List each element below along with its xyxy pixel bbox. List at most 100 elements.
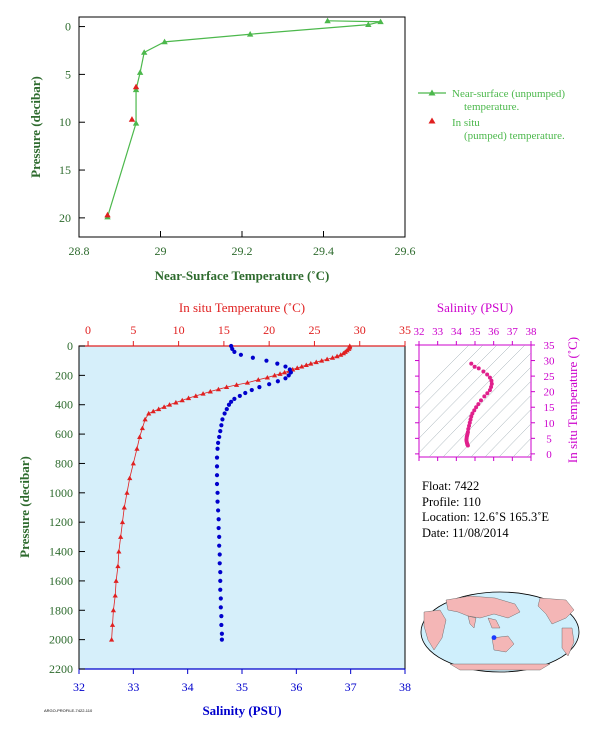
ns-x-tick-label: 29.6 (395, 244, 416, 258)
temperature-point (334, 353, 340, 359)
temperature-point (119, 519, 126, 525)
ts-point (470, 411, 475, 416)
salinity-point (220, 417, 225, 422)
ts-point (485, 391, 490, 396)
salinity-point (232, 349, 237, 354)
ts-y-tick-label: 5 (546, 433, 552, 445)
salinity-point (226, 402, 232, 407)
salinity-point (215, 499, 220, 504)
pf-y-tick-label: 1200 (49, 515, 73, 529)
temperature-point (173, 399, 179, 405)
salinity-point (238, 352, 244, 357)
salinity-point (224, 407, 229, 412)
salinity-point (219, 614, 224, 619)
pf-bottom-axis-label: Salinity (PSU) (202, 703, 281, 718)
salinity-point (286, 373, 291, 378)
temperature-point (338, 352, 344, 357)
near-surface-line (106, 20, 381, 218)
in-situ-point (104, 211, 111, 218)
pf-top-tick-label: 30 (354, 323, 366, 337)
temperature-point (161, 404, 167, 409)
salinity-point (215, 446, 220, 451)
temperature-point (127, 475, 133, 481)
ns-x-tick-label: 29.2 (232, 244, 253, 258)
ns-x-tick-label: 29 (155, 244, 167, 258)
salinity-point (257, 385, 262, 390)
temperature-point (130, 460, 136, 466)
ts-point (469, 361, 474, 366)
float-location-marker (491, 635, 497, 640)
salinity-point (229, 399, 234, 404)
temperature-point (124, 490, 130, 495)
salinity-point (275, 361, 280, 366)
near-surface-point (161, 38, 168, 45)
temperature-point (112, 592, 118, 598)
salinity-point (218, 570, 223, 575)
ts-y-tick-label: 0 (546, 449, 552, 461)
ts-diagram-panel: 32 33 34 35 36 37 38 0 5 10 15 20 25 30 35 Salinity (… (414, 300, 581, 463)
salinity-point (218, 587, 223, 592)
near-surface-panel: 28.8 29 29.2 29.4 29.6 0 5 10 15 20 Near-Surface… (28, 16, 416, 283)
ns-x-axis-label: Near-Surface Temperature (˚C) (155, 268, 330, 283)
pf-y-tick-label: 600 (55, 427, 73, 441)
ts-x-tick-label: 38 (526, 326, 538, 338)
salinity-point (216, 517, 221, 522)
ts-point (487, 388, 492, 393)
ts-point (472, 364, 477, 369)
salinity-point (222, 411, 227, 416)
temperature-point (116, 548, 122, 554)
temperature-point (142, 416, 148, 422)
pf-y-tick-label: 800 (55, 456, 73, 470)
pf-bottom-tick-label: 35 (236, 680, 248, 694)
ts-x-tick-label: 35 (470, 326, 482, 338)
near-surface-point (132, 119, 140, 126)
temperature-point (277, 371, 283, 376)
temperature-point (109, 637, 115, 642)
pf-top-axis-label: In situ Temperature (˚C) (179, 300, 305, 315)
ns-y-tick-label: 20 (59, 211, 71, 225)
salinity-point (267, 382, 272, 387)
pf-y-tick-label: 2000 (49, 633, 73, 647)
ts-y-tick-label: 20 (544, 387, 556, 399)
pf-y-tick-label: 200 (55, 368, 73, 382)
ts-point (476, 402, 481, 407)
temperature-point (303, 362, 309, 368)
ts-point (489, 378, 494, 383)
salinity-point (214, 455, 220, 460)
pf-bottom-tick-label: 37 (345, 680, 357, 694)
legend-marker-near-surface (428, 89, 436, 96)
footer-stamp: ARGO-PROFILE-7422-110 (44, 708, 93, 713)
ns-y-axis-label: Pressure (decibar) (28, 76, 43, 178)
salinity-point (218, 578, 223, 584)
salinity-point (217, 543, 222, 548)
ts-point (466, 427, 471, 431)
salinity-point (218, 429, 223, 434)
temperature-point (299, 363, 305, 369)
world-map (420, 591, 580, 673)
temperature-point (264, 374, 270, 380)
ts-point (482, 394, 487, 399)
legend-marker-in-situ (428, 117, 436, 124)
temperature-point (313, 359, 319, 365)
near-surface-point (324, 17, 331, 24)
temperature-point (134, 446, 140, 451)
temperature-point (281, 369, 288, 375)
temperature-point (150, 408, 156, 414)
temperature-point (329, 355, 336, 360)
temperature-point (115, 563, 121, 569)
near-surface-point (246, 31, 254, 37)
temperature-point (110, 607, 117, 613)
ts-x-tick-label: 32 (414, 326, 425, 338)
salinity-point (217, 561, 222, 566)
salinity-point (214, 473, 220, 478)
ns-y-tick-label: 5 (65, 67, 71, 81)
ns-y-tick-label: 0 (65, 20, 71, 34)
salinity-point (217, 552, 222, 557)
salinity-point (219, 631, 224, 636)
temperature-point (156, 406, 162, 412)
in-situ-point (132, 83, 140, 90)
map-land (423, 595, 575, 671)
ts-point (481, 369, 486, 374)
salinity-point (288, 370, 293, 375)
